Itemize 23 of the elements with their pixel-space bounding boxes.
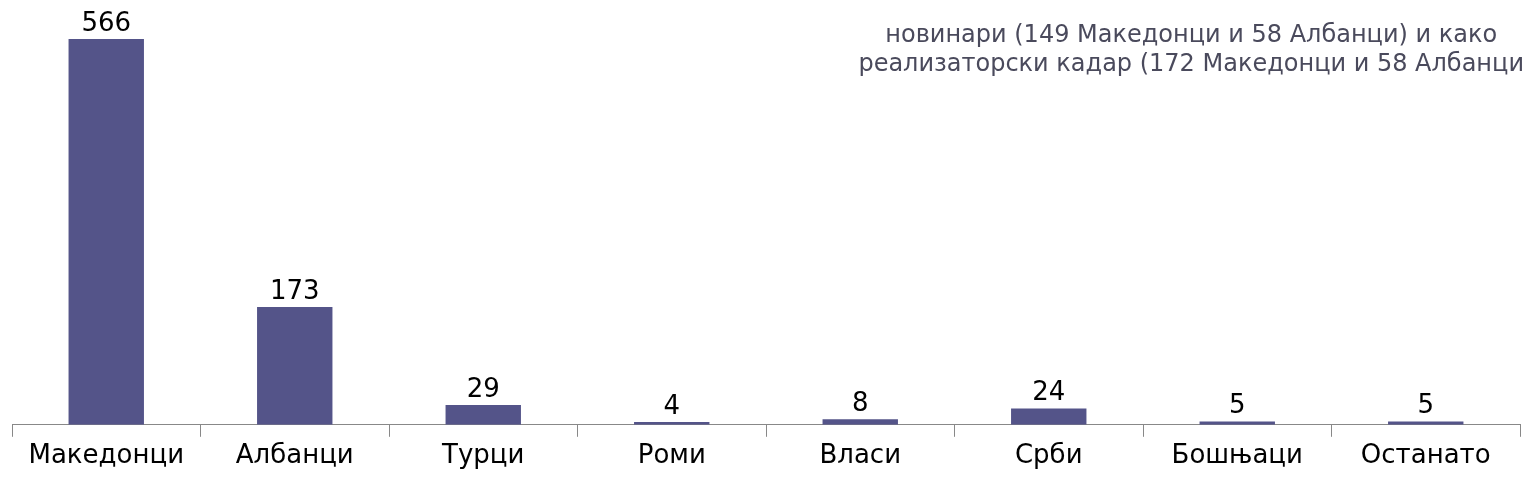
data-label: 29 [466, 372, 500, 403]
data-label: 566 [81, 6, 132, 37]
bar [1011, 408, 1087, 425]
data-label: 173 [269, 274, 320, 305]
bar [68, 39, 144, 425]
bar [822, 419, 898, 425]
x-tick-label: Власи [819, 439, 902, 470]
data-label: 24 [1032, 376, 1066, 407]
x-tick-label: Срби [1014, 439, 1083, 470]
data-label: 5 [1417, 389, 1435, 420]
bar [445, 405, 521, 425]
x-tick-label: Албанци [235, 439, 354, 470]
data-label: 5 [1228, 389, 1246, 420]
x-tick-label: Бошњаци [1171, 439, 1303, 470]
bar [257, 306, 333, 425]
x-tick-label: Роми [637, 439, 706, 470]
x-tick-label: Турци [441, 439, 525, 470]
data-label: 8 [851, 387, 869, 418]
data-label: 4 [663, 389, 681, 420]
annotation: реализаторски кадар (172 Македонци и 58 Албанци [858, 49, 1524, 78]
x-tick-label: Македонци [28, 439, 185, 470]
x-tick-label: Останато [1360, 439, 1491, 470]
annotation: новинари (149 Македонци и 58 Албанци) и како [884, 20, 1499, 49]
